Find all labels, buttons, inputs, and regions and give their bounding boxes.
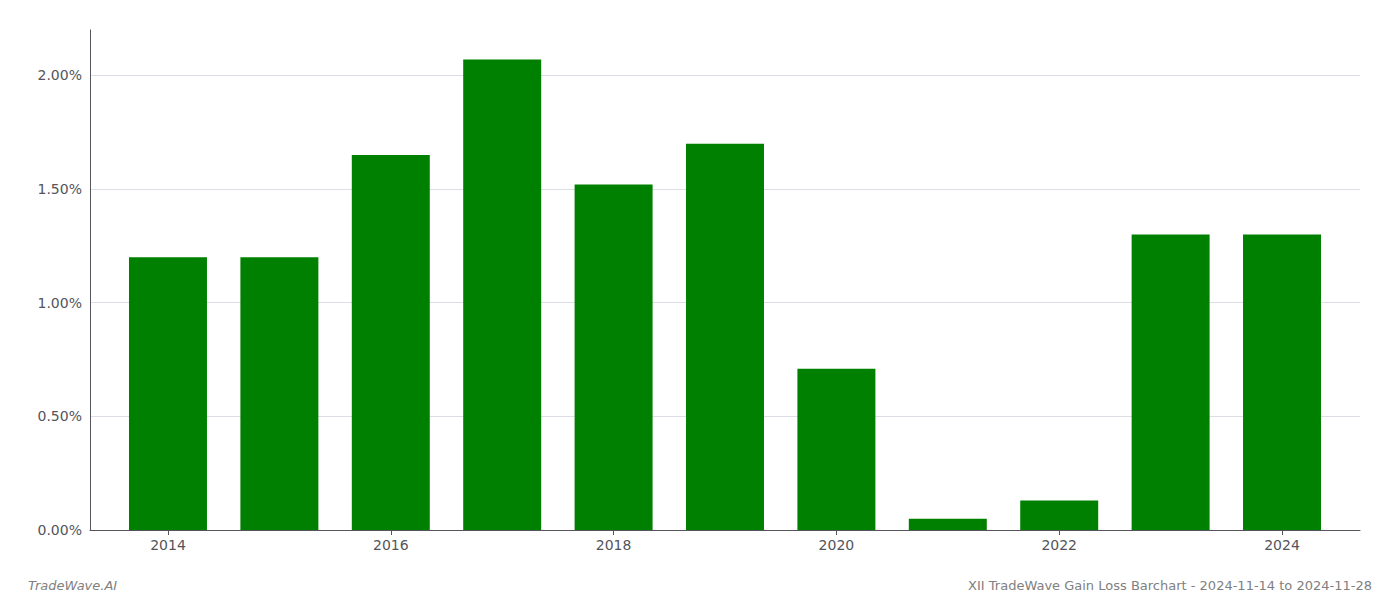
svg-text:1.00%: 1.00% [38, 295, 82, 311]
svg-text:0.50%: 0.50% [38, 408, 82, 424]
svg-text:1.50%: 1.50% [38, 181, 82, 197]
svg-text:2014: 2014 [150, 537, 186, 553]
svg-text:TradeWave.AI: TradeWave.AI [28, 578, 117, 593]
svg-text:0.00%: 0.00% [38, 522, 82, 538]
svg-text:2024: 2024 [1264, 537, 1300, 553]
svg-text:XII TradeWave Gain Loss Barcha: XII TradeWave Gain Loss Barchart - 2024-… [968, 578, 1372, 593]
svg-text:2020: 2020 [819, 537, 855, 553]
svg-text:2016: 2016 [373, 537, 409, 553]
svg-text:2022: 2022 [1041, 537, 1077, 553]
svg-text:2018: 2018 [596, 537, 632, 553]
svg-text:2.00%: 2.00% [38, 67, 82, 83]
